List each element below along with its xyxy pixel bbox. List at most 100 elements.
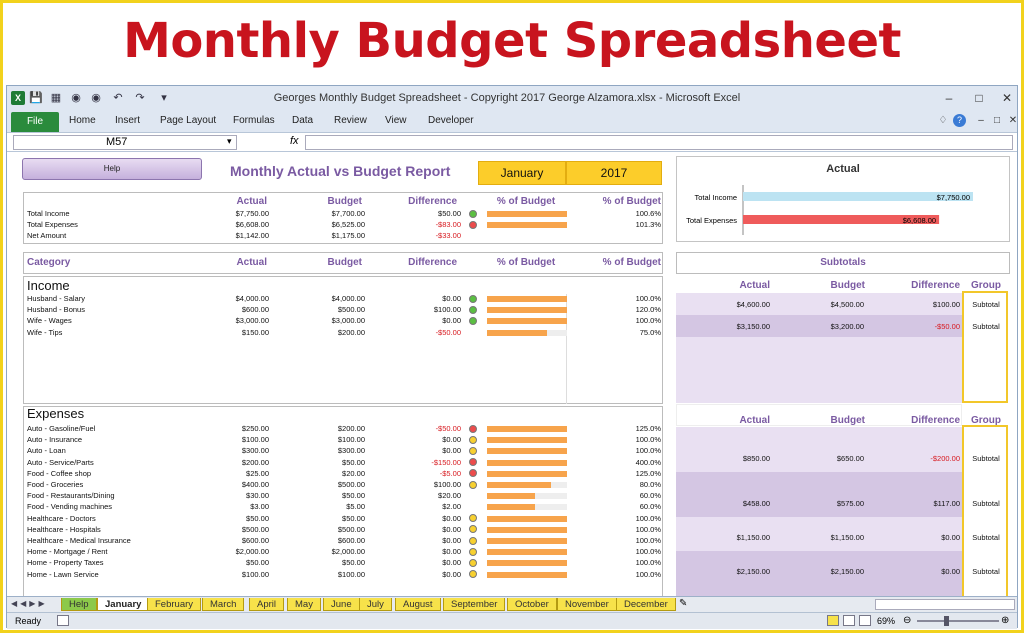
- page-layout-view-icon[interactable]: [843, 615, 855, 626]
- tab-developer[interactable]: Developer: [428, 115, 474, 126]
- tab-home[interactable]: Home: [69, 115, 96, 126]
- table-row[interactable]: Home - Property Taxes $50.00 $50.00 $0.00 10…: [23, 557, 663, 568]
- formula-input[interactable]: [305, 135, 1013, 150]
- tab-view[interactable]: View: [385, 115, 407, 126]
- redo-icon[interactable]: ↷: [135, 92, 145, 104]
- insert-sheet-icon[interactable]: ✎: [679, 598, 688, 609]
- table-row[interactable]: Auto - Insurance $100.00 $100.00 $0.00 100.0…: [23, 434, 663, 445]
- minimize-icon[interactable]: –: [945, 91, 953, 105]
- row-label: Food - Vending machines: [27, 502, 113, 512]
- table-row[interactable]: Husband - Bonus $600.00 $500.00 $100.00 120.…: [23, 304, 663, 315]
- help-icon[interactable]: ?: [953, 114, 966, 127]
- pct-bar-fill: [487, 437, 567, 444]
- pct-bar-track: [487, 426, 567, 432]
- restore-workbook-icon[interactable]: □: [993, 115, 1001, 126]
- find-icon[interactable]: ◉: [91, 92, 101, 104]
- table-row[interactable]: Auto - Service/Parts $200.00 $50.00 -$150.0…: [23, 457, 663, 468]
- subtotal-budget: $3,200.00: [830, 322, 864, 331]
- month-selector[interactable]: January: [478, 161, 566, 185]
- sheet-tab-november[interactable]: November: [557, 598, 617, 611]
- sheet-tab-september[interactable]: September: [443, 598, 506, 611]
- sheet-tab-may[interactable]: May: [287, 598, 321, 611]
- pct-bar-track: [487, 571, 567, 578]
- table-row[interactable]: Auto - Gasoline/Fuel $250.00 $200.00 -$50.0…: [23, 423, 663, 434]
- close-workbook-icon[interactable]: ✕: [1008, 115, 1018, 126]
- subtotal-row[interactable]: $1,150.00 $1,150.00 $0.00 Subtotal: [676, 532, 1010, 543]
- customize-icon[interactable]: ▾: [161, 92, 167, 104]
- sheet-tab-august[interactable]: August: [395, 598, 441, 611]
- subtotal-row[interactable]: $458.00 $575.00 $117.00 Subtotal: [676, 498, 1010, 509]
- subtotal-row[interactable]: $4,600.00 $4,500.00 $100.00 Subtotal: [676, 299, 1010, 310]
- table-row[interactable]: Food - Restaurants/Dining $30.00 $50.00 $20…: [23, 490, 663, 501]
- row-actual: $200.00: [241, 457, 269, 467]
- row-label: Wife - Tips: [27, 327, 63, 337]
- sheet-tab-june[interactable]: June: [323, 598, 360, 611]
- table-row[interactable]: Food - Groceries $400.00 $500.00 $100.00 80.…: [23, 479, 663, 490]
- table-row[interactable]: Wife - Tips $150.00 $200.00 -$50.00 75.0%: [23, 327, 663, 338]
- sheet-tab-january[interactable]: January: [97, 598, 150, 611]
- undo-icon[interactable]: ↶: [113, 92, 123, 104]
- table-row[interactable]: Home - Lawn Service $100.00 $100.00 $0.00 10…: [23, 569, 663, 580]
- row-label: Wife - Wages: [27, 316, 72, 326]
- table-row[interactable]: Food - Vending machines $3.00 $5.00 $2.00 60…: [23, 501, 663, 512]
- table-row[interactable]: Home - Mortgage / Rent $2,000.00 $2,000.00…: [23, 546, 663, 557]
- banner-title: Monthly Budget Spreadsheet: [123, 13, 901, 69]
- status-dot-icon: [469, 446, 477, 455]
- table-row[interactable]: Healthcare - Doctors $50.00 $50.00 $0.00 100…: [23, 513, 663, 524]
- insert-function-icon[interactable]: fx: [290, 135, 299, 147]
- table-row[interactable]: Husband - Salary $4,000.00 $4,000.00 $0.00 1…: [23, 293, 663, 304]
- table-row[interactable]: Healthcare - Hospitals $500.00 $500.00 $0.0…: [23, 524, 663, 535]
- chart-bar: [743, 192, 973, 201]
- table-row[interactable]: Total Expenses $6,608.00 $6,525.00 -$83.00 1…: [23, 219, 663, 230]
- tab-insert[interactable]: Insert: [115, 115, 141, 126]
- tab-page-layout[interactable]: Page Layout: [160, 115, 217, 126]
- horizontal-scrollbar[interactable]: [875, 599, 1015, 610]
- zoom-level[interactable]: 69%: [877, 616, 896, 626]
- restore-icon[interactable]: □: [975, 91, 983, 105]
- table-row[interactable]: Healthcare - Medical Insurance $600.00 $60…: [23, 535, 663, 546]
- binoculars-icon[interactable]: ◉: [71, 92, 81, 104]
- row-difference: $100.00: [433, 480, 461, 489]
- sheet-tab-october[interactable]: October: [507, 598, 557, 611]
- collapse-ribbon-icon[interactable]: ♢: [938, 115, 948, 126]
- sheet-tab-december[interactable]: December: [616, 598, 676, 611]
- subtotal-row[interactable]: $2,150.00 $2,150.00 $0.00 Subtotal: [676, 566, 1010, 577]
- page-break-view-icon[interactable]: [859, 615, 871, 626]
- year-selector[interactable]: 2017: [566, 161, 662, 185]
- name-box[interactable]: M57: [13, 135, 237, 150]
- zoom-slider[interactable]: [917, 620, 999, 622]
- help-button[interactable]: Help: [22, 158, 202, 180]
- sheet-tab-july[interactable]: July: [359, 598, 392, 611]
- table-row[interactable]: Food - Coffee shop $25.00 $20.00 -$5.00 125.…: [23, 468, 663, 479]
- status-dot-icon: [469, 469, 477, 478]
- table-row[interactable]: Auto - Loan $300.00 $300.00 $0.00 100.0%: [23, 445, 663, 456]
- tab-scroll-arrows-icon[interactable]: ◀◀▶▶: [11, 599, 48, 608]
- macro-record-icon[interactable]: [57, 615, 69, 626]
- grid-icon[interactable]: ▦: [50, 92, 62, 104]
- sheet-tab-february[interactable]: February: [147, 598, 202, 611]
- subtotal-row[interactable]: $3,150.00 $3,200.00 -$50.00 Subtotal: [676, 321, 1010, 332]
- subtotal-row[interactable]: $850.00 $650.00 -$200.00 Subtotal: [676, 453, 1010, 464]
- normal-view-icon[interactable]: [827, 615, 839, 626]
- tab-review[interactable]: Review: [334, 115, 367, 126]
- sheet-tab-help[interactable]: Help: [61, 598, 97, 611]
- row-pct: 100.0%: [635, 294, 661, 303]
- save-icon[interactable]: 💾: [29, 92, 43, 104]
- table-row[interactable]: Total Income $7,750.00 $7,700.00 $50.00 100.…: [23, 208, 663, 219]
- excel-icon[interactable]: X: [11, 91, 25, 105]
- tab-file[interactable]: File: [11, 112, 59, 132]
- zoom-out-icon[interactable]: ⊖: [903, 615, 912, 626]
- name-box-dropdown-icon[interactable]: ▾: [227, 136, 232, 146]
- banner: Monthly Budget Spreadsheet: [3, 3, 1021, 83]
- table-row[interactable]: Net Amount $1,142.00 $1,175.00 -$33.00: [23, 230, 663, 241]
- sheet-tab-march[interactable]: March: [202, 598, 245, 611]
- zoom-in-icon[interactable]: ⊕: [1001, 615, 1010, 626]
- zoom-slider-thumb[interactable]: [944, 616, 949, 626]
- close-icon[interactable]: ✕: [1001, 91, 1013, 105]
- minimize-workbook-icon[interactable]: –: [978, 115, 984, 126]
- sheet-tab-april[interactable]: April: [249, 598, 285, 611]
- table-row[interactable]: Wife - Wages $3,000.00 $3,000.00 $0.00 100.0…: [23, 315, 663, 326]
- tab-data[interactable]: Data: [292, 115, 314, 126]
- income-box: [23, 276, 663, 404]
- tab-formulas[interactable]: Formulas: [233, 115, 275, 126]
